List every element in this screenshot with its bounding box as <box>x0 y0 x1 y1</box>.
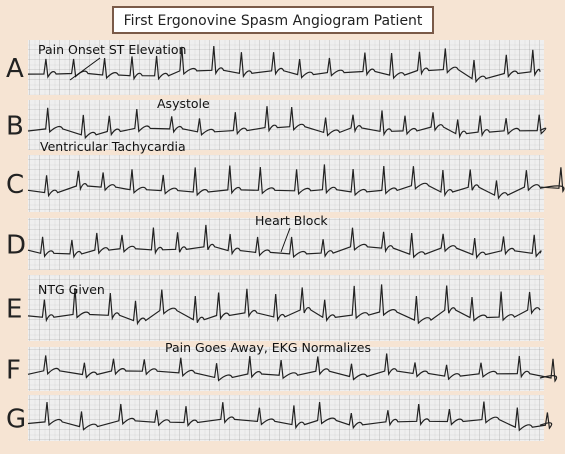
strip-label: C <box>6 170 24 200</box>
strip-label: G <box>6 405 26 435</box>
strip-label: F <box>6 356 21 386</box>
ekg-trace <box>27 106 547 140</box>
annotation: Pain Goes Away, EKG Normalizes <box>165 340 371 355</box>
pointer <box>280 227 291 253</box>
ekg-paper <box>28 395 544 441</box>
ekg-paper <box>28 218 544 270</box>
ekg-paper <box>28 155 544 212</box>
strip-label: D <box>6 231 26 261</box>
ekg-trace <box>27 353 558 383</box>
strip-label: E <box>6 295 22 325</box>
strip-label: A <box>6 54 24 84</box>
annotation: Heart Block <box>255 213 328 228</box>
strips: ABC D E FG <box>6 40 565 441</box>
ekg-trace <box>27 46 541 84</box>
annotation: Ventricular Tachycardia <box>40 139 186 154</box>
annotation: Pain Onset ST Elevation <box>38 42 186 57</box>
ekg-trace <box>27 284 541 326</box>
ekg-paper <box>28 347 544 391</box>
ekg-trace <box>27 401 553 432</box>
annotation: NTG Given <box>38 282 105 297</box>
ekg-trace <box>27 164 565 200</box>
ekg-paper <box>28 275 544 341</box>
title: First Ergonovine Spasm Angiogram Patient <box>124 13 423 29</box>
title-box <box>112 6 434 34</box>
ekg-trace <box>27 224 542 260</box>
strip-label: B <box>6 112 24 142</box>
annotations: Pain Onset ST Elevation Asystole Ventric… <box>38 42 371 355</box>
ekg-paper <box>28 40 544 95</box>
pointer <box>69 57 101 81</box>
annotation: Asystole <box>157 96 210 111</box>
